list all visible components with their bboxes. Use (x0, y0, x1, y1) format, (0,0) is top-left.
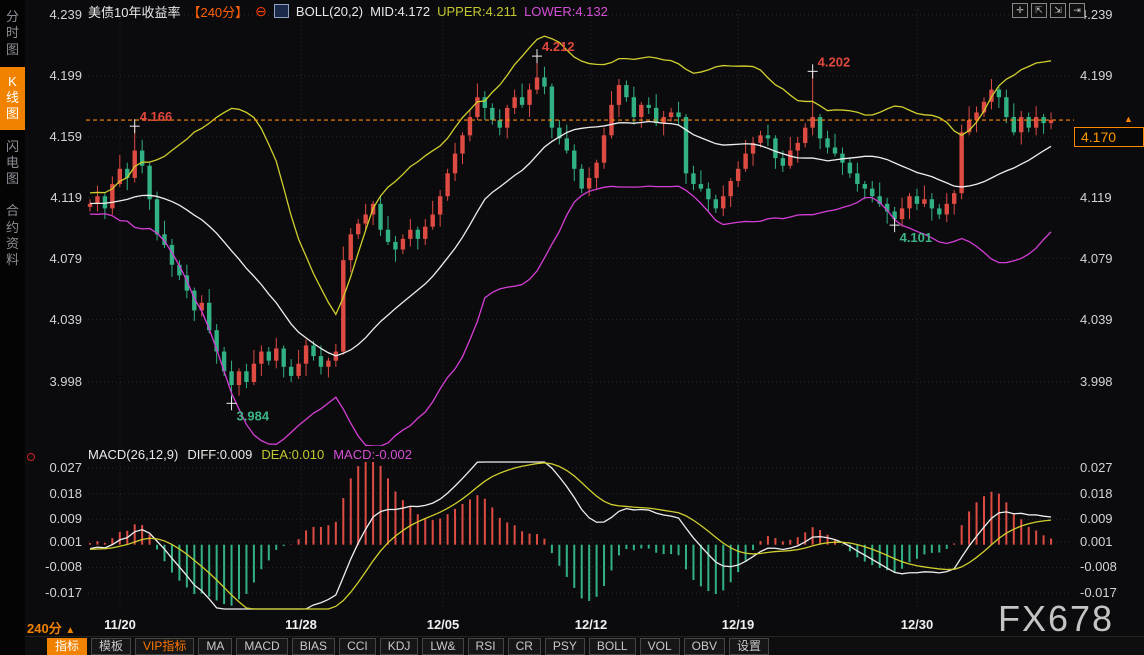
svg-text:3.984: 3.984 (237, 408, 270, 423)
x-axis-label: 12/30 (895, 617, 939, 632)
period-tag: 【240分】 (187, 2, 248, 21)
y-axis-label: 4.039 (49, 312, 82, 327)
y-axis-label: 4.039 (1080, 312, 1113, 327)
toolbar-button-BIAS[interactable]: BIAS (292, 638, 335, 655)
period-footer[interactable]: 240分 ▲ (27, 618, 75, 637)
y-axis-label: -0.017 (45, 585, 82, 600)
pan-right-icon[interactable]: ⇥ (1069, 3, 1085, 18)
toolbar-button-MACD[interactable]: MACD (236, 638, 287, 655)
y-axis-label: 4.199 (1080, 68, 1113, 83)
trading-chart-app: 4.166 3.984 4.212 4.202 4.101 分 时 图K 线 图闪 电 … (0, 0, 1144, 655)
scale-x-axis-icon[interactable]: ⇲ (1050, 3, 1066, 18)
toolbar-button-CCI[interactable]: CCI (339, 638, 376, 655)
macd-dea-value: DEA:0.010 (261, 447, 324, 462)
current-price-badge: 4.170 (1074, 127, 1144, 147)
toolbar-button-BOLL[interactable]: BOLL (589, 638, 636, 655)
sidebar-item-闪电图[interactable]: 闪 电 图 (0, 132, 25, 195)
left-price-axis: 4.239 4.199 4.159 4.119 4.079 4.039 3.998 0.027… (30, 0, 82, 612)
period-footer-label: 240分 (27, 621, 62, 636)
boll-mid-value: MID:4.172 (370, 4, 430, 19)
macd-name: MACD(26,12,9) (88, 447, 178, 462)
move-tool-icon[interactable]: ✛ (1012, 3, 1028, 18)
chart-tools: ✛⇱⇲⇥ (1012, 3, 1085, 18)
sidebar: 分 时 图K 线 图闪 电 图合 约 资 料 (0, 0, 25, 655)
y-axis-label: 4.159 (49, 129, 82, 144)
period-arrow-icon: ▲ (65, 625, 75, 636)
right-price-axis: 4.2394.1994.1594.1194.0794.0393.9980.027… (1078, 0, 1140, 612)
y-axis-label: 0.001 (1080, 534, 1113, 549)
boll-upper-value: UPPER:4.211 (437, 4, 517, 19)
watermark: FX678 (998, 598, 1114, 640)
boll-label: BOLL(20,2) (296, 4, 363, 19)
sidebar-item-分时图[interactable]: 分 时 图 (0, 2, 25, 65)
y-axis-label: 4.119 (50, 190, 82, 205)
indicator-toolbar: 指标模板VIP指标MAMACD BIASCCIKDJLW&RSICRPSYBOLL… (25, 636, 1144, 655)
toolbar-button-OBV[interactable]: OBV (684, 638, 725, 655)
y-axis-label: 3.998 (1080, 374, 1113, 389)
chart-canvas[interactable]: 4.166 3.984 4.212 4.202 4.101 (0, 0, 1144, 655)
y-axis-label: 4.079 (49, 251, 82, 266)
toolbar-button-指标[interactable]: 指标 (47, 638, 87, 655)
x-axis-label: 11/28 (279, 617, 323, 632)
toolbar-button-VOL[interactable]: VOL (640, 638, 680, 655)
x-axis-label: 12/12 (569, 617, 613, 632)
toolbar-button-设置[interactable]: 设置 (729, 638, 769, 655)
x-axis-label: 12/19 (716, 617, 760, 632)
toolbar-button-RSI[interactable]: RSI (468, 638, 504, 655)
toolbar-button-PSY[interactable]: PSY (545, 638, 585, 655)
y-axis-label: 0.001 (49, 534, 82, 549)
y-axis-label: 0.018 (1080, 486, 1113, 501)
y-axis-label: 4.199 (49, 68, 82, 83)
instrument-title: 美债10年收益率 (88, 2, 180, 21)
svg-text:4.212: 4.212 (542, 39, 575, 54)
y-axis-label: 0.027 (49, 460, 82, 475)
toolbar-button-模板[interactable]: 模板 (91, 638, 131, 655)
y-axis-label: 0.009 (1080, 511, 1113, 526)
toolbar-button-LW&[interactable]: LW& (422, 638, 463, 655)
y-axis-label: 4.119 (1080, 190, 1112, 205)
y-axis-label: 0.009 (49, 511, 82, 526)
toolbar-button-CR[interactable]: CR (508, 638, 541, 655)
x-axis-label: 11/20 (98, 617, 142, 632)
boll-lower-value: LOWER:4.132 (524, 4, 608, 19)
y-axis-label: 4.079 (1080, 251, 1113, 266)
macd-layer (90, 462, 1051, 609)
sidebar-item-K线图[interactable]: K 线 图 (0, 67, 25, 130)
y-axis-label: -0.008 (1080, 559, 1117, 574)
y-axis-label: 4.239 (49, 7, 82, 22)
macd-dot-icon (27, 453, 35, 461)
collapse-indicator-icon[interactable]: ⊖ (255, 5, 267, 17)
chart-header: 美债10年收益率 【240分】 ⊖ BOLL(20,2) MID:4.172 U… (88, 3, 608, 19)
scale-y-axis-icon[interactable]: ⇱ (1031, 3, 1047, 18)
toolbar-button-KDJ[interactable]: KDJ (380, 638, 419, 655)
macd-macd-value: MACD:-0.002 (333, 447, 412, 462)
price-arrow-icon: ▲ (1124, 114, 1133, 124)
macd-diff-value: DIFF:0.009 (187, 447, 252, 462)
y-axis-label: 3.998 (49, 374, 82, 389)
macd-header: MACD(26,12,9) DIFF:0.009 DEA:0.010 MACD:… (88, 447, 412, 462)
indicator-chart-icon (274, 4, 289, 18)
y-axis-label: 0.018 (49, 486, 82, 501)
y-axis-label: 0.027 (1080, 460, 1113, 475)
svg-text:4.202: 4.202 (818, 54, 851, 69)
toolbar-button-MA[interactable]: MA (198, 638, 232, 655)
svg-text:4.101: 4.101 (900, 230, 933, 245)
grid (88, 10, 1070, 610)
sidebar-item-合约资料[interactable]: 合 约 资 料 (0, 196, 25, 275)
svg-text:4.166: 4.166 (140, 109, 173, 124)
y-axis-label: -0.008 (45, 559, 82, 574)
x-axis-label: 12/05 (421, 617, 465, 632)
toolbar-button-VIP指标[interactable]: VIP指标 (135, 638, 194, 655)
